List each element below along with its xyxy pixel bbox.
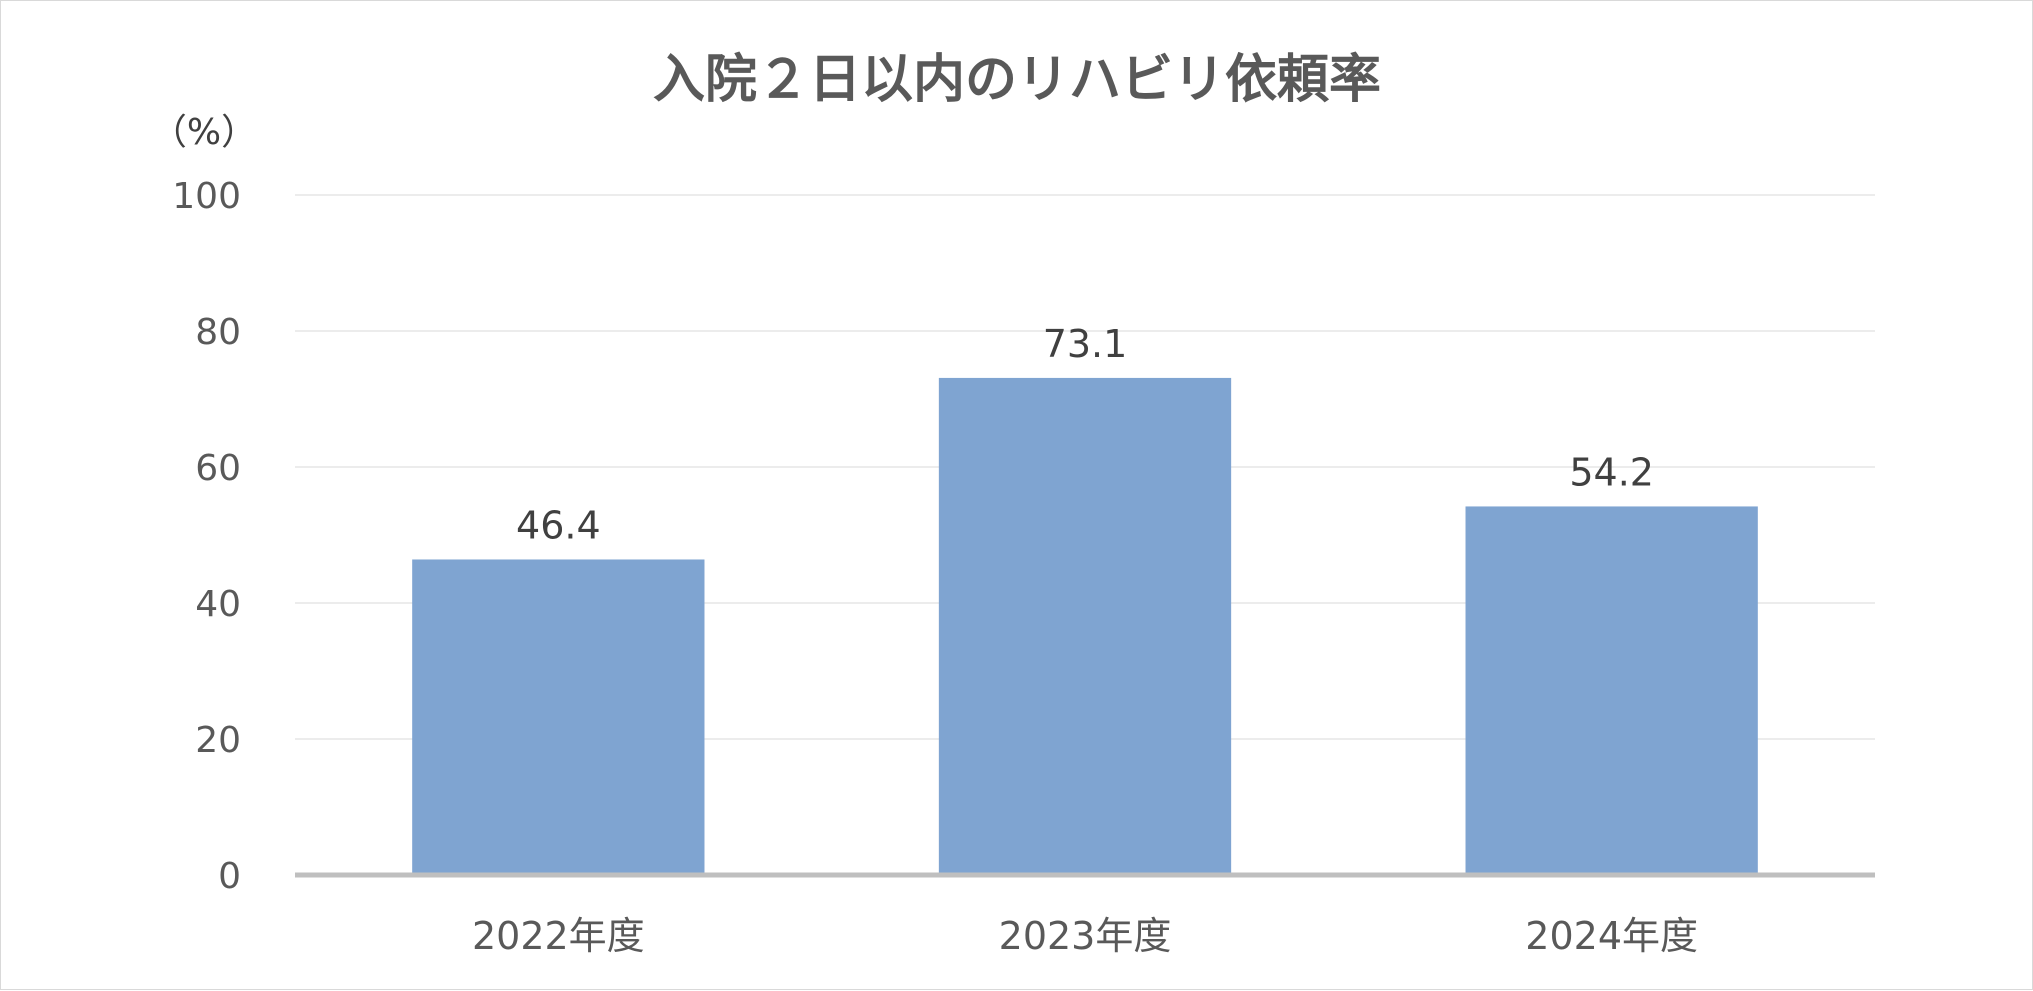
y-tick-label: 20 — [195, 720, 241, 761]
bar — [938, 377, 1232, 875]
x-category-label: 2024年度 — [1525, 914, 1698, 958]
bar — [1465, 506, 1758, 875]
y-tick-label: 100 — [172, 176, 241, 217]
data-label: 54.2 — [1569, 450, 1654, 494]
x-category-label: 2022年度 — [472, 914, 645, 958]
y-tick-labels: 0 20 40 60 80 100 — [172, 176, 241, 897]
data-label: 73.1 — [1043, 322, 1128, 366]
bars — [412, 377, 1758, 875]
y-tick-label: 80 — [195, 312, 241, 353]
y-tick-label: 0 — [218, 856, 241, 897]
y-tick-label: 60 — [195, 448, 241, 489]
y-axis-unit-label: （%） — [151, 112, 257, 153]
chart-title: 入院２日以内のリハビリ依頼率 — [653, 50, 1381, 110]
data-label: 46.4 — [516, 503, 601, 547]
x-category-labels: 2022年度 2023年度 2024年度 — [472, 914, 1698, 958]
data-labels: 46.4 73.1 54.2 — [516, 322, 1654, 548]
y-tick-label: 40 — [195, 584, 241, 625]
bar — [412, 559, 705, 875]
x-category-label: 2023年度 — [999, 914, 1172, 958]
